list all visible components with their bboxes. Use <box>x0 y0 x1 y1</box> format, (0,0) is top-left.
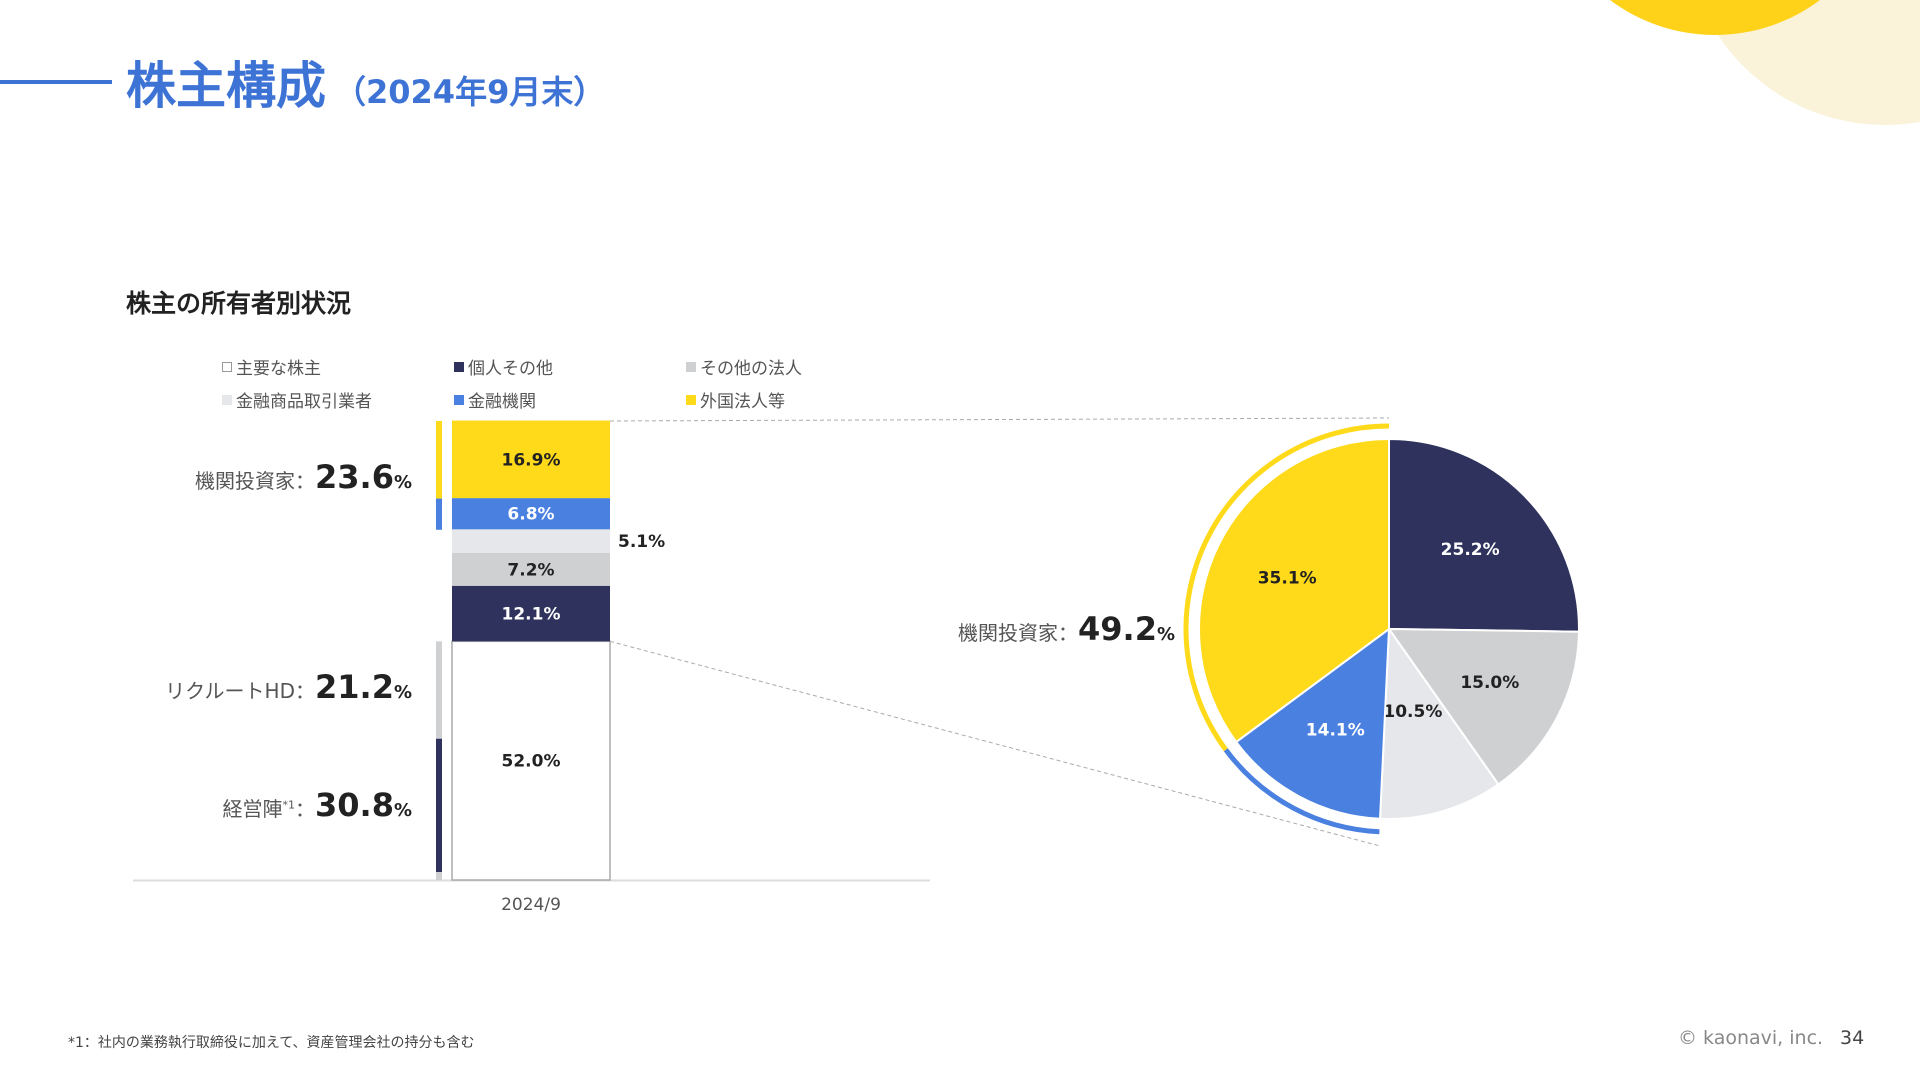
bar-value-label: 6.8% <box>507 505 554 525</box>
group-label-separator: ： <box>295 469 315 493</box>
legend-item-other-corporations: その他の法人 <box>686 354 842 379</box>
page-title-main: 株主構成 <box>126 57 326 115</box>
group-label-name: 経営陣 <box>222 797 283 821</box>
legend-label: 金融商品取引業者 <box>236 392 372 412</box>
legend-item-major-shareholders: 主要な株主 <box>222 354 454 379</box>
group-label-unit: % <box>393 800 412 821</box>
group-label-value: 21.2 <box>315 668 394 706</box>
bracket-institutional-foreign <box>436 421 442 499</box>
group-label-footnote-mark: *1 <box>282 798 296 812</box>
pie-slice-1 <box>1387 627 1580 786</box>
title-accent-line <box>0 80 112 84</box>
bar-value-label: 5.1% <box>618 532 665 552</box>
legend-label: 金融機関 <box>468 392 536 412</box>
bar-segment-2 <box>452 552 610 586</box>
legend-item-financial-institutions: 金融機関 <box>454 387 686 412</box>
page-title-subtitle: （2024年9月末） <box>334 73 606 111</box>
bar-value-label: 12.1% <box>502 605 561 625</box>
legend-swatch <box>454 394 464 405</box>
pie-group-label-unit: % <box>1156 624 1175 645</box>
pie-group-label-institutional: 機関投資家：49.2% <box>958 610 1175 648</box>
legend-swatch <box>686 361 696 372</box>
legend-label: 個人その他 <box>468 359 553 379</box>
group-label-management: 経営陣*1：30.8% <box>223 786 413 824</box>
bar-segment-4 <box>452 498 610 530</box>
legend-swatch <box>222 394 232 405</box>
pie-group-label-name: 機関投資家 <box>958 621 1058 645</box>
bracket-recruit-hd <box>436 641 442 739</box>
legend-item-individuals: 個人その他 <box>454 354 686 379</box>
bar-value-label: 16.9% <box>502 450 561 470</box>
group-label-recruit-hd: リクルートHD：21.2% <box>165 668 412 706</box>
bar-segment-5 <box>452 420 610 499</box>
group-label-separator: ： <box>295 679 315 703</box>
pie-value-label: 25.2% <box>1441 540 1500 560</box>
group-label-unit: % <box>393 472 412 493</box>
legend-swatch <box>222 361 232 372</box>
page-number: 34 <box>1840 1027 1865 1049</box>
highlight-arc-financial <box>1223 748 1380 835</box>
pie-value-label: 10.5% <box>1383 702 1442 722</box>
footnote: *1：社内の業務執行取締役に加えて、資産管理会社の持分も含む <box>68 1035 475 1051</box>
bracket-management <box>436 738 442 872</box>
bar-value-label: 52.0% <box>502 752 561 772</box>
pie-value-label: 35.1% <box>1258 569 1317 589</box>
bar-segment-3 <box>452 529 610 553</box>
legend-label: その他の法人 <box>700 359 802 379</box>
group-label-value: 23.6 <box>315 458 394 496</box>
deco-circle-cream <box>1699 0 1920 125</box>
bracket-institutional-financial <box>436 498 442 530</box>
legend-label: 外国法人等 <box>700 392 785 412</box>
bracket-management-tail <box>436 872 442 880</box>
pie-slice-4 <box>1198 437 1390 744</box>
highlight-arc-foreign <box>1183 423 1390 752</box>
pie-slice-0 <box>1388 437 1580 633</box>
copyright: © kaonavi, inc. <box>1678 1027 1824 1049</box>
page-title: 株主構成 （2024年9月末） <box>126 46 605 118</box>
deco-circle-yellow <box>1610 0 1820 35</box>
legend-item-foreign-corporations: 外国法人等 <box>686 387 842 412</box>
pie-group-label-separator: ： <box>1058 621 1078 645</box>
group-label-unit: % <box>393 682 412 703</box>
legend-swatch <box>686 394 696 405</box>
group-label-name: 機関投資家 <box>195 469 295 493</box>
group-label-institutional: 機関投資家：23.6% <box>195 458 412 496</box>
pie-slice-2 <box>1378 626 1500 820</box>
x-tick-label: 2024/9 <box>501 895 561 915</box>
pie-slice-3 <box>1234 626 1391 820</box>
group-label-name: リクルートHD <box>165 679 295 703</box>
legend-label: 主要な株主 <box>236 359 321 379</box>
connector-top <box>609 417 1390 422</box>
bar-value-label: 7.2% <box>507 560 554 580</box>
legend-item-securities-firms: 金融商品取引業者 <box>222 387 454 412</box>
chart-legend: 主要な株主 個人その他 その他の法人 金融商品取引業者 金融機関 外国法人等 <box>222 354 842 412</box>
pie-group-label-value: 49.2 <box>1078 610 1157 648</box>
pie-value-label: 14.1% <box>1306 721 1365 741</box>
pie-value-label: 15.0% <box>1460 673 1519 693</box>
group-label-separator: ： <box>295 797 315 821</box>
legend-swatch <box>454 361 464 372</box>
section-title: 株主の所有者別状況 <box>126 289 352 318</box>
bar-segment-1 <box>452 585 610 642</box>
group-label-value: 30.8 <box>315 786 394 824</box>
